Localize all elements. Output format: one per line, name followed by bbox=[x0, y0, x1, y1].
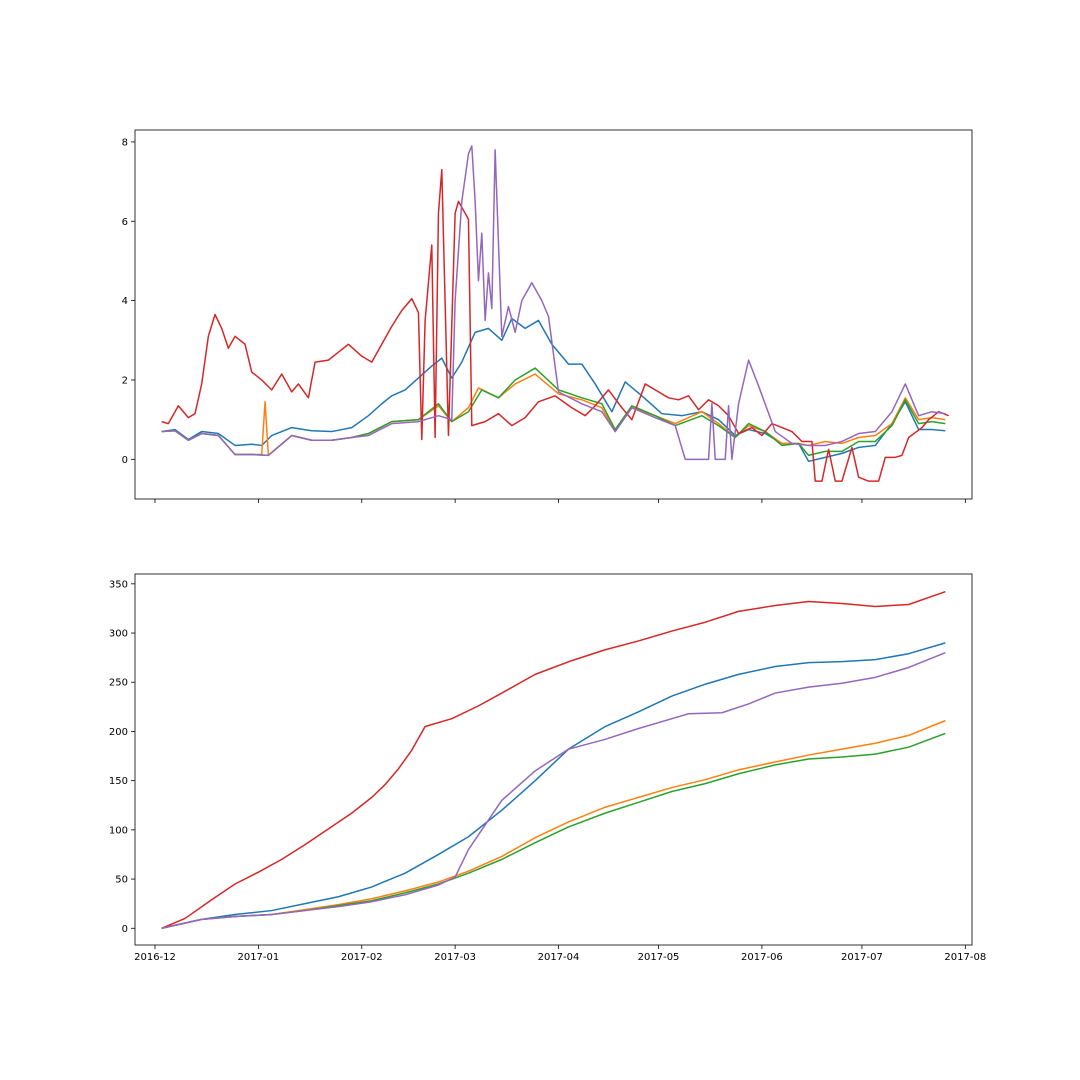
series-line-1 bbox=[161, 642, 946, 930]
y-tick-label: 250 bbox=[109, 678, 128, 689]
y-tick-label: 50 bbox=[115, 875, 128, 886]
x-tick-label: 2017-03 bbox=[434, 952, 476, 963]
series-line-2 bbox=[161, 373, 946, 457]
y-tick-label: 200 bbox=[109, 727, 128, 738]
y-tick-label: 2 bbox=[122, 375, 128, 386]
x-tick-label: 2017-02 bbox=[341, 952, 383, 963]
y-tick-label: 8 bbox=[122, 137, 128, 148]
y-tick-label: 0 bbox=[122, 924, 128, 935]
series-line-4 bbox=[161, 168, 949, 482]
axes-frame bbox=[134, 573, 973, 946]
series-line-1 bbox=[161, 317, 946, 463]
series-line-5 bbox=[161, 145, 946, 461]
bottom-axes: 0 50 100 150 200 250 300 350 2016-12 2017-01 2017-… bbox=[109, 573, 986, 963]
y-tick-label: 4 bbox=[122, 296, 128, 307]
series-group bbox=[161, 591, 946, 930]
x-tick-label: 2017-06 bbox=[741, 952, 783, 963]
y-tick-label: 0 bbox=[122, 455, 128, 466]
top-axes: 0 2 4 6 8 bbox=[122, 129, 973, 503]
series-line-4 bbox=[161, 591, 946, 929]
x-tick-label: 2017-05 bbox=[638, 952, 680, 963]
y-tick-label: 6 bbox=[122, 217, 128, 228]
series-line-2 bbox=[161, 719, 946, 930]
series-group bbox=[161, 145, 949, 482]
y-tick-label: 150 bbox=[109, 776, 128, 787]
x-tick-label: 2017-01 bbox=[237, 952, 279, 963]
y-tick-label: 100 bbox=[109, 825, 128, 836]
y-tick-label: 350 bbox=[109, 579, 128, 590]
x-tick-label: 2017-07 bbox=[841, 952, 883, 963]
series-line-5 bbox=[161, 652, 946, 930]
axes-frame bbox=[134, 129, 973, 500]
x-tick-label: 2017-04 bbox=[538, 952, 580, 963]
x-tick-label: 2016-12 bbox=[134, 952, 176, 963]
x-tick-label: 2017-08 bbox=[944, 952, 986, 963]
y-tick-label: 300 bbox=[109, 629, 128, 640]
